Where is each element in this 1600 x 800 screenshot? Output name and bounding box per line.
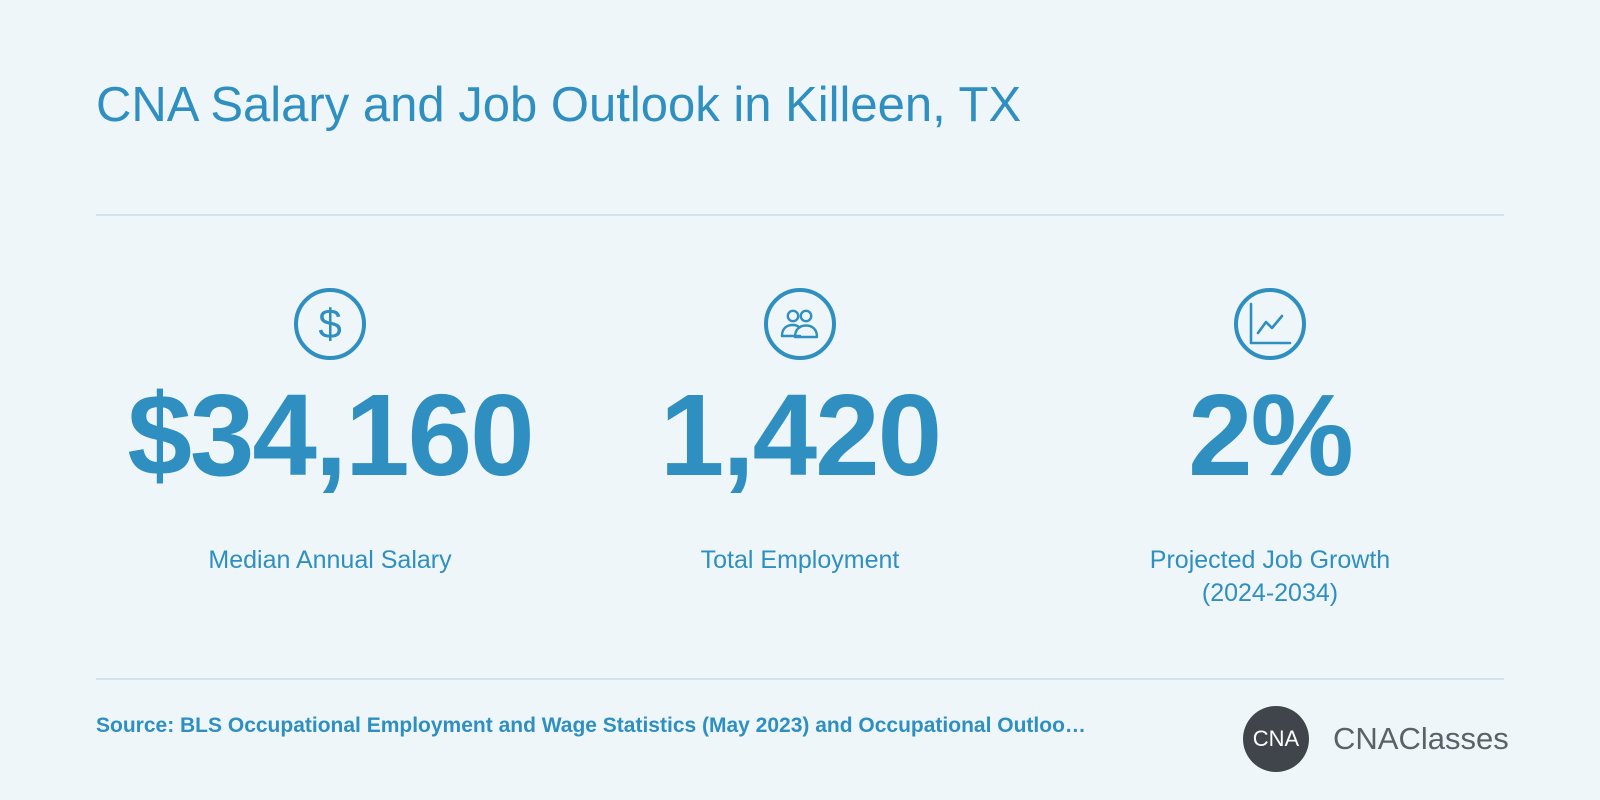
- dollar-symbol: $: [318, 300, 342, 347]
- stat-value: 1,420: [659, 370, 942, 500]
- stat-label: Total Employment: [565, 544, 1035, 577]
- top-divider: [96, 214, 1504, 216]
- stat-label: Projected Job Growth (2024-2034): [1035, 544, 1505, 610]
- stat-label-line: (2024-2034): [1201, 579, 1339, 607]
- people-icon: [764, 288, 836, 360]
- stat-value: 2%: [1188, 370, 1354, 500]
- stat-label: Median Annual Salary: [95, 544, 565, 577]
- stat-label-line: Median Annual Salary: [208, 546, 452, 574]
- source-citation: Source: BLS Occupational Employment and …: [96, 714, 1086, 737]
- bottom-divider: [96, 678, 1504, 680]
- stat-label-line: Total Employment: [700, 546, 900, 574]
- stat-value: $34,160: [127, 370, 534, 500]
- logo-badge: CNA: [1243, 706, 1309, 772]
- stat-median-salary: $ $34,160 Median Annual Salary: [95, 288, 565, 577]
- logo-text: CNAClasses: [1333, 721, 1509, 756]
- dollar-icon: $: [294, 288, 366, 360]
- stat-job-growth: 2% Projected Job Growth (2024-2034): [1035, 288, 1505, 610]
- line-chart-icon: [1234, 288, 1306, 360]
- page-title: CNA Salary and Job Outlook in Killeen, T…: [96, 78, 1022, 132]
- stat-label-line: Projected Job Growth: [1149, 546, 1391, 574]
- stat-total-employment: 1,420 Total Employment: [565, 288, 1035, 577]
- cnaclasses-logo: CNA CNAClasses: [1243, 706, 1509, 772]
